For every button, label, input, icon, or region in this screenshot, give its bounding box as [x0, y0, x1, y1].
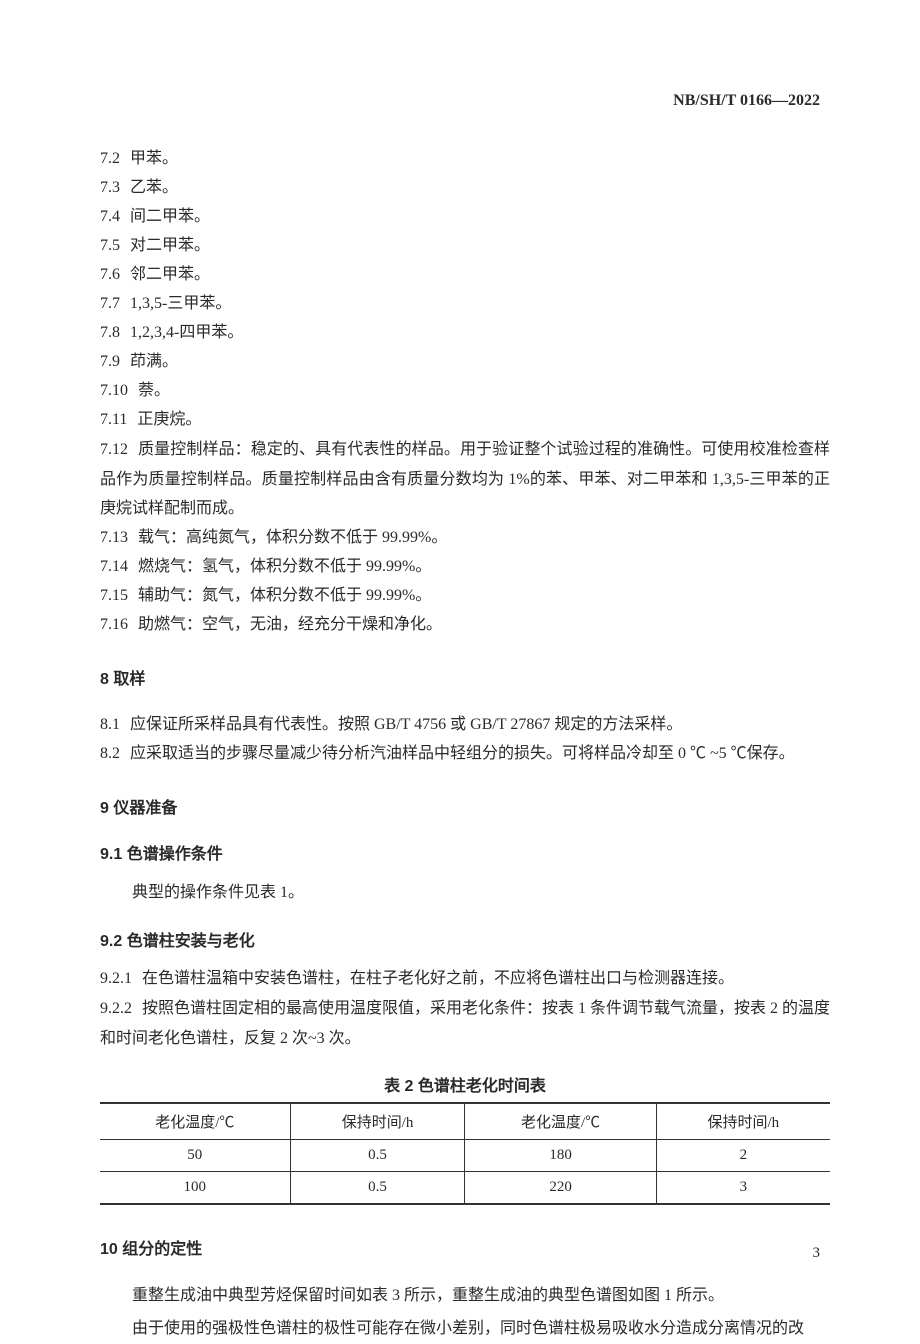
item-text: 载气：高纯氮气，体积分数不低于 99.99%。 [138, 529, 447, 546]
table-row: 50 0.5 180 2 [100, 1139, 830, 1171]
table-header: 保持时间/h [656, 1103, 830, 1140]
section-9-heading: 9 仪器准备 [100, 794, 830, 818]
list-item: 7.15 辅助气：氮气，体积分数不低于 99.99%。 [100, 582, 830, 610]
item-text: 助燃气：空气，无油，经充分干燥和净化。 [138, 616, 442, 633]
item-num: 7.10 [100, 382, 128, 399]
item-text: 在色谱柱温箱中安装色谱柱，在柱子老化好之前，不应将色谱柱出口与检测器连接。 [142, 970, 734, 987]
item-text: 1,3,5-三甲苯。 [130, 295, 231, 312]
item-text: 应保证所采样品具有代表性。按照 GB/T 4756 或 GB/T 27867 规… [130, 716, 682, 733]
list-item: 7.11 正庚烷。 [100, 406, 830, 434]
item-text: 间二甲苯。 [130, 208, 210, 225]
paragraph: 由于使用的强极性色谱柱的极性可能存在微小差别，同时色谱柱极易吸收水分造成分离情况… [100, 1314, 830, 1344]
table-cell: 0.5 [290, 1171, 465, 1204]
item-num: 7.4 [100, 208, 120, 225]
page-number: 3 [813, 1245, 821, 1262]
table-cell: 220 [465, 1171, 656, 1204]
list-item: 7.7 1,3,5-三甲苯。 [100, 290, 830, 318]
list-item: 8.1 应保证所采样品具有代表性。按照 GB/T 4756 或 GB/T 2786… [100, 711, 830, 739]
item-text: 燃烧气：氢气，体积分数不低于 99.99%。 [138, 558, 431, 575]
subsection-91-heading: 9.1 色谱操作条件 [100, 840, 830, 864]
item-text: 萘。 [138, 382, 170, 399]
item-text: 邻二甲苯。 [130, 266, 210, 283]
item-num: 7.7 [100, 295, 120, 312]
subsection-92-heading: 9.2 色谱柱安装与老化 [100, 927, 830, 951]
item-text: 按照色谱柱固定相的最高使用温度限值，采用老化条件：按表 1 条件调节载气流量，按… [100, 1000, 830, 1047]
table-2-caption: 表 2 色谱柱老化时间表 [100, 1072, 830, 1096]
main-content: 7.2 甲苯。 7.3 乙苯。 7.4 间二甲苯。 7.5 对二甲苯。 7.6 邻二甲苯。… [100, 145, 830, 1344]
standard-code: NB/SH/T 0166—2022 [673, 92, 820, 110]
item-num: 7.9 [100, 353, 120, 370]
table-cell: 180 [465, 1139, 656, 1171]
item-text: 茚满。 [130, 353, 178, 370]
list-item: 7.6 邻二甲苯。 [100, 261, 830, 289]
list-item: 7.4 间二甲苯。 [100, 203, 830, 231]
table-row: 100 0.5 220 3 [100, 1171, 830, 1204]
list-item: 7.16 助燃气：空气，无油，经充分干燥和净化。 [100, 611, 830, 639]
paragraph: 典型的操作条件见表 1。 [100, 878, 830, 908]
item-num: 7.16 [100, 616, 128, 633]
item-num: 7.8 [100, 324, 120, 341]
list-item: 7.8 1,2,3,4-四甲苯。 [100, 319, 830, 347]
list-item: 8.2 应采取适当的步骤尽量减少待分析汽油样品中轻组分的损失。可将样品冷却至 0 … [100, 740, 830, 768]
table-header: 保持时间/h [290, 1103, 465, 1140]
item-text: 1,2,3,4-四甲苯。 [130, 324, 243, 341]
list-item: 7.9 茚满。 [100, 348, 830, 376]
list-item: 7.3 乙苯。 [100, 174, 830, 202]
item-num: 7.6 [100, 266, 120, 283]
list-item: 7.5 对二甲苯。 [100, 232, 830, 260]
section-8-heading: 8 取样 [100, 665, 830, 689]
list-item: 7.13 载气：高纯氮气，体积分数不低于 99.99%。 [100, 524, 830, 552]
list-item: 7.10 萘。 [100, 377, 830, 405]
list-item: 9.2.2按照色谱柱固定相的最高使用温度限值，采用老化条件：按表 1 条件调节载… [100, 994, 830, 1053]
table-cell: 50 [100, 1139, 290, 1171]
item-text: 正庚烷。 [137, 411, 201, 428]
table-cell: 2 [656, 1139, 830, 1171]
section-7-list: 7.2 甲苯。 7.3 乙苯。 7.4 间二甲苯。 7.5 对二甲苯。 7.6 邻二甲苯。… [100, 145, 830, 639]
table-header: 老化温度/℃ [465, 1103, 656, 1140]
item-num: 8.1 [100, 716, 120, 733]
list-item: 7.12质量控制样品：稳定的、具有代表性的样品。用于验证整个试验过程的准确性。可… [100, 435, 830, 524]
table-cell: 3 [656, 1171, 830, 1204]
paragraph: 重整生成油中典型芳烃保留时间如表 3 所示，重整生成油的典型色谱图如图 1 所示… [100, 1281, 830, 1311]
item-text: 应采取适当的步骤尽量减少待分析汽油样品中轻组分的损失。可将样品冷却至 0 ℃ ~… [130, 745, 795, 762]
list-item: 7.14 燃烧气：氢气，体积分数不低于 99.99%。 [100, 553, 830, 581]
table-header-row: 老化温度/℃ 保持时间/h 老化温度/℃ 保持时间/h [100, 1103, 830, 1140]
item-num: 7.14 [100, 558, 128, 575]
item-num: 7.2 [100, 150, 120, 167]
item-text: 辅助气：氮气，体积分数不低于 99.99%。 [138, 587, 431, 604]
item-num: 7.11 [100, 411, 127, 428]
section-10-heading: 10 组分的定性 [100, 1235, 830, 1259]
item-num: 8.2 [100, 745, 120, 762]
item-num: 9.2.2 [100, 1000, 132, 1017]
item-text: 乙苯。 [130, 179, 178, 196]
table-header: 老化温度/℃ [100, 1103, 290, 1140]
item-num: 7.5 [100, 237, 120, 254]
list-item: 9.2.1 在色谱柱温箱中安装色谱柱，在柱子老化好之前，不应将色谱柱出口与检测器连… [100, 965, 830, 993]
item-text: 对二甲苯。 [130, 237, 210, 254]
item-num: 7.12 [100, 441, 128, 458]
item-num: 7.15 [100, 587, 128, 604]
table-cell: 100 [100, 1171, 290, 1204]
item-num: 9.2.1 [100, 970, 132, 987]
table-cell: 0.5 [290, 1139, 465, 1171]
item-text: 质量控制样品：稳定的、具有代表性的样品。用于验证整个试验过程的准确性。可使用校准… [100, 441, 830, 517]
item-num: 7.3 [100, 179, 120, 196]
item-num: 7.13 [100, 529, 128, 546]
list-item: 7.2 甲苯。 [100, 145, 830, 173]
item-text: 甲苯。 [130, 150, 178, 167]
table-2: 老化温度/℃ 保持时间/h 老化温度/℃ 保持时间/h 50 0.5 180 2… [100, 1102, 830, 1205]
